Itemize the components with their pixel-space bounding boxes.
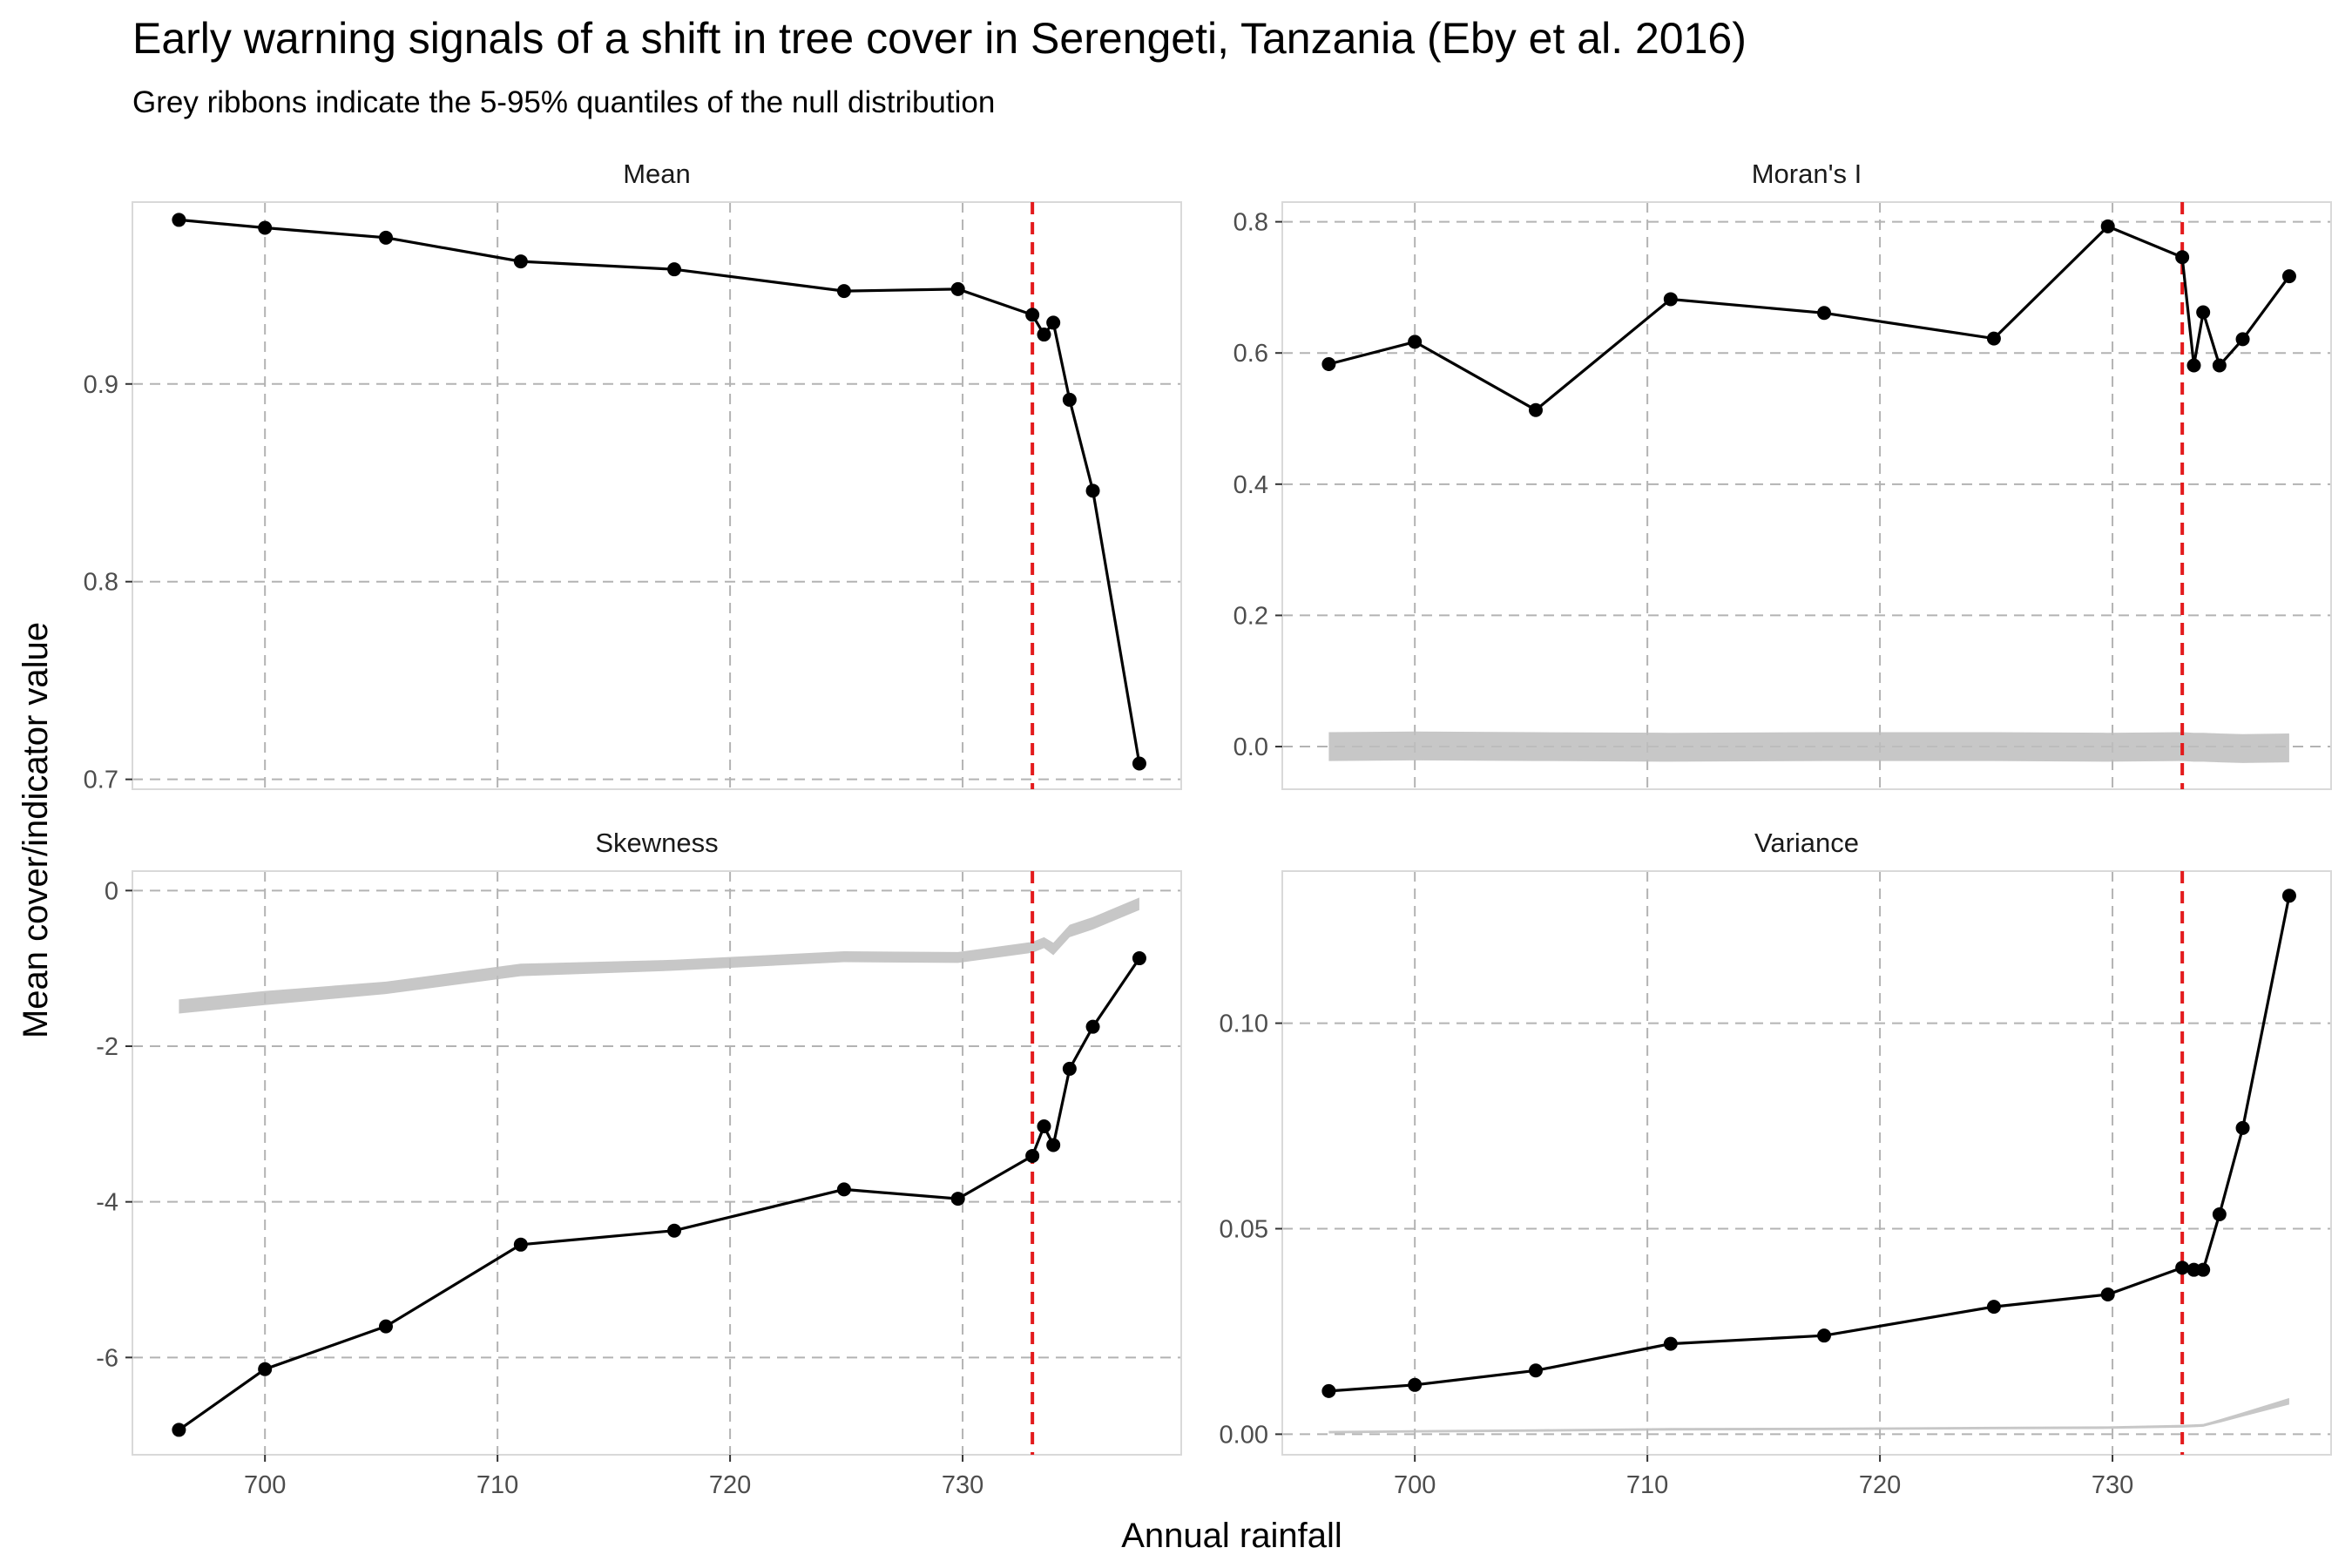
data-point-moran-s-i [1528,402,1543,417]
panel-border-mean [132,201,1182,790]
y-tick-label: 0.9 [84,371,118,399]
data-point-skewness [1025,1148,1040,1163]
data-point-mean [1025,308,1040,322]
data-point-skewness [378,1319,393,1334]
panel-title-moran-s-i: Moran's I [1752,159,1862,189]
data-point-variance [1986,1300,2001,1315]
data-point-variance [1817,1328,1832,1343]
data-point-mean [513,254,528,269]
series-line-moran-s-i [1328,225,2291,412]
series-line-variance [1328,895,2291,1393]
data-point-moran-s-i [2281,269,2296,284]
series-line-skewness [178,957,1141,1431]
data-point-variance [1408,1377,1423,1392]
data-point-variance [1663,1336,1678,1351]
panel-border-skewness [132,870,1182,1456]
data-point-moran-s-i [2212,358,2227,373]
data-point-skewness [172,1423,186,1437]
y-tick-label: 0.4 [1233,471,1268,499]
data-point-skewness [1046,1138,1061,1152]
y-tick-label: -2 [96,1033,118,1061]
y-axis-title: Mean cover/indicator value [17,622,55,1038]
data-point-mean [1062,392,1077,407]
data-point-moran-s-i [2175,250,2190,265]
x-tick-label: 720 [1859,1471,1901,1499]
data-point-skewness [258,1362,273,1376]
x-tick-label: 710 [476,1471,518,1499]
y-tick-label: 0.8 [1233,209,1268,237]
data-point-skewness [1037,1119,1051,1134]
data-point-mean [172,213,186,227]
data-point-mean [1037,328,1051,342]
data-point-skewness [1062,1061,1077,1076]
data-point-moran-s-i [1986,331,2001,346]
data-point-variance [1321,1383,1336,1398]
chart-subtitle: Grey ribbons indicate the 5-95% quantile… [132,85,996,119]
y-tick-label: 0.05 [1220,1215,1268,1243]
panel-title-skewness: Skewness [595,828,718,858]
panel-title-variance: Variance [1754,828,1859,858]
data-point-mean [667,262,682,277]
data-point-mean [1046,315,1061,330]
y-tick-label: -4 [96,1189,118,1217]
panel-title-mean: Mean [623,159,691,189]
data-point-variance [2100,1287,2115,1301]
x-tick-label: 720 [709,1471,751,1499]
data-point-variance [2196,1262,2211,1277]
x-tick-label: 730 [942,1471,983,1499]
data-point-skewness [1085,1019,1100,1034]
data-point-moran-s-i [2100,219,2115,233]
data-point-moran-s-i [2186,358,2201,373]
data-point-skewness [836,1182,851,1197]
data-point-variance [2175,1260,2190,1275]
null-ribbon-skewness [179,897,1139,1014]
y-tick-label: 0.7 [84,767,118,794]
data-point-skewness [513,1237,528,1252]
data-point-moran-s-i [1663,292,1678,307]
data-point-mean [950,281,965,296]
null-ribbon-variance [1328,1397,2289,1434]
y-tick-label: 0.10 [1220,1010,1268,1038]
panel-border-moran-s-i [1281,201,2332,790]
data-point-variance [2212,1206,2227,1221]
data-point-moran-s-i [2235,332,2250,347]
data-point-skewness [667,1223,682,1238]
data-point-mean [1132,756,1146,771]
x-tick-label: 730 [2092,1471,2133,1499]
x-tick-label: 710 [1626,1471,1668,1499]
y-tick-label: -6 [96,1344,118,1372]
y-tick-label: 0.2 [1233,602,1268,630]
data-point-variance [2281,889,2296,903]
y-tick-label: 0.00 [1220,1421,1268,1449]
null-ribbon-moran-s-i [1328,731,2289,763]
data-point-variance [1528,1363,1543,1378]
chart-title: Early warning signals of a shift in tree… [132,14,1747,63]
data-point-moran-s-i [1321,357,1336,372]
data-point-mean [1085,483,1100,498]
y-tick-label: 0.8 [84,569,118,597]
y-tick-label: 0.0 [1233,733,1268,761]
panel-border-variance [1281,870,2332,1456]
x-axis-title: Annual rainfall [1121,1517,1342,1555]
data-point-moran-s-i [2196,305,2211,320]
data-point-skewness [950,1192,965,1206]
y-tick-label: 0 [105,877,118,905]
data-point-variance [2235,1120,2250,1135]
x-tick-label: 700 [244,1471,286,1499]
data-point-mean [836,284,851,299]
data-point-moran-s-i [1817,306,1832,321]
x-tick-label: 700 [1394,1471,1436,1499]
data-point-skewness [1132,951,1146,966]
data-point-mean [258,220,273,235]
data-point-moran-s-i [1408,335,1423,349]
series-line-mean [179,218,1141,764]
data-point-mean [378,230,393,245]
y-tick-label: 0.6 [1233,340,1268,368]
